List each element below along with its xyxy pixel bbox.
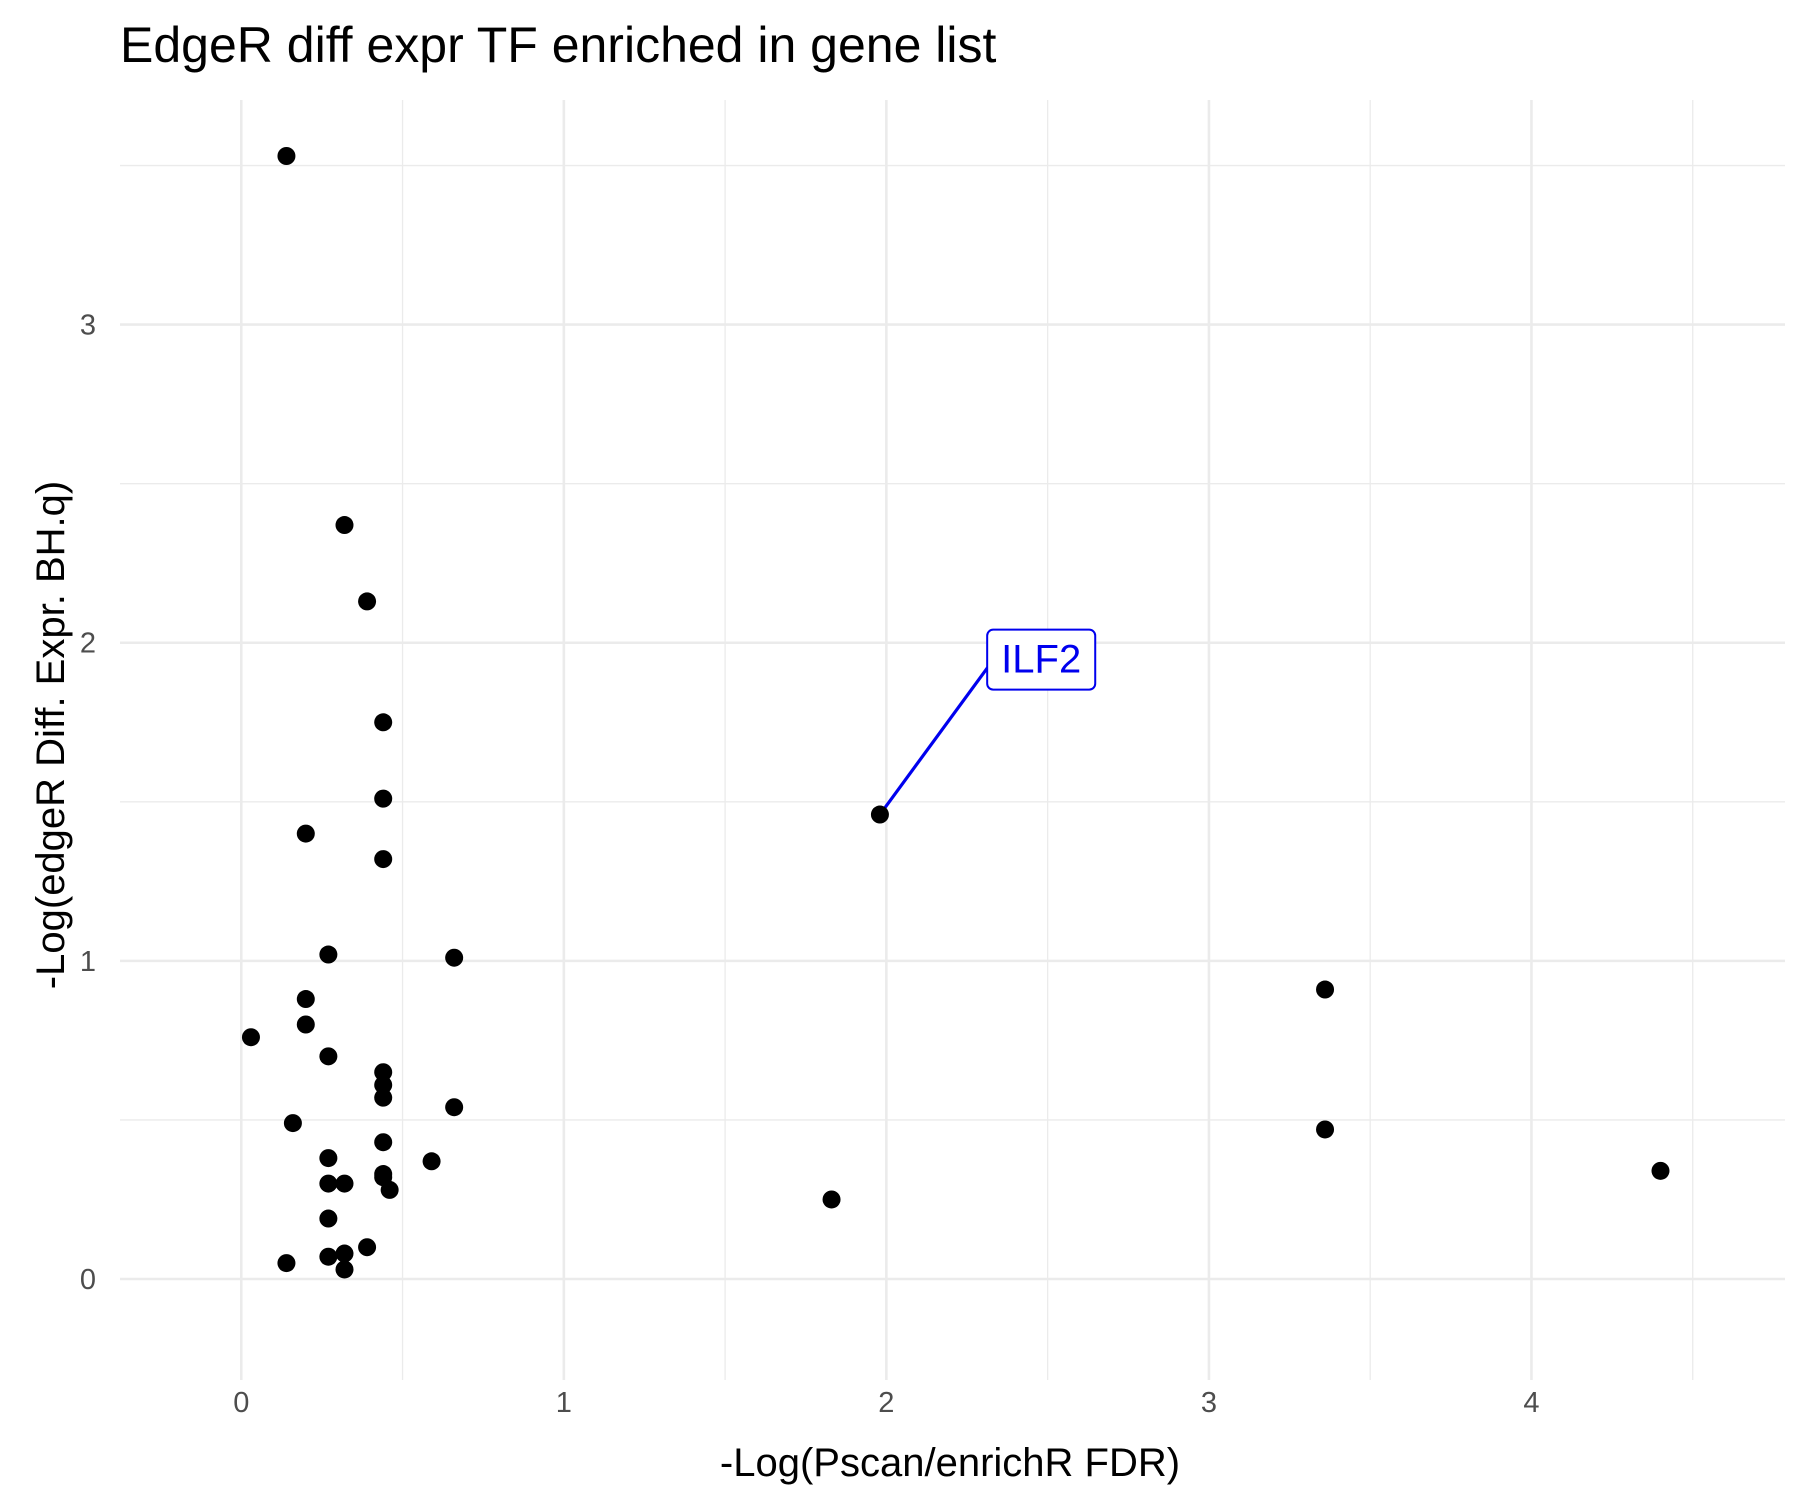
y-tick-label: 1: [80, 946, 96, 978]
scatter-point: [319, 1149, 338, 1168]
scatter-point: [358, 1238, 377, 1257]
y-tick-label: 2: [80, 628, 96, 660]
scatter-point: [319, 945, 338, 964]
scatter-point: [374, 789, 393, 808]
x-tick-label: 4: [1523, 1387, 1539, 1419]
scatter-point: [1651, 1161, 1670, 1180]
scatter-point: [1316, 1120, 1335, 1139]
scatter-point: [380, 1180, 399, 1199]
scatter-point: [335, 1244, 354, 1263]
scatter-point: [374, 1133, 393, 1152]
y-axis-title: -Log(edgeR Diff. Expr. BH.q): [29, 481, 73, 989]
x-tick-label: 0: [233, 1387, 249, 1419]
scatter-point: [241, 1028, 260, 1047]
y-tick-label: 0: [80, 1264, 96, 1296]
x-tick-label: 3: [1201, 1387, 1217, 1419]
grid: [120, 100, 1785, 1380]
scatter-point: [335, 1174, 354, 1193]
x-tick-label: 2: [878, 1387, 894, 1419]
scatter-point: [319, 1047, 338, 1066]
point-label-box: [986, 628, 1097, 691]
scatter-point: [335, 516, 354, 535]
scatter-point: [277, 1254, 296, 1273]
scatter-point: [319, 1209, 338, 1228]
scatter-point: [374, 1075, 393, 1094]
x-axis-title: -Log(Pscan/enrichR FDR): [720, 1441, 1180, 1485]
point-label-text: ILF2: [1001, 638, 1081, 682]
scatter-point: [822, 1190, 841, 1209]
scatter-point: [335, 1260, 354, 1279]
chart-title: EdgeR diff expr TF enriched in gene list: [120, 17, 997, 73]
scatter-point: [374, 713, 393, 732]
scatter-point: [374, 850, 393, 869]
y-tick-label: 3: [80, 310, 96, 342]
scatter-point: [870, 805, 889, 824]
tick-labels: 0 1 2 3 4 0 1 2 3: [80, 310, 1540, 1419]
scatter-point: [1316, 980, 1335, 999]
scatter-point: [296, 824, 315, 843]
x-tick-label: 1: [556, 1387, 572, 1419]
scatter-point: [358, 592, 377, 611]
scatter-point: [277, 147, 296, 165]
scatter-point: [445, 948, 464, 967]
point-label-leader: [878, 661, 993, 816]
point-labels: ILF2: [878, 628, 1097, 816]
scatter-point: [374, 1088, 393, 1107]
scatter-point: [445, 1098, 464, 1117]
scatter-point: [296, 1015, 315, 1034]
scatter-point: [296, 990, 315, 1009]
scatter-point: [283, 1114, 302, 1133]
scatter-point: [422, 1152, 441, 1171]
scatter-point: [319, 1247, 338, 1266]
scatter-point: [374, 1063, 393, 1082]
scatter-point: [319, 1174, 338, 1193]
data-points: [241, 147, 1670, 1279]
